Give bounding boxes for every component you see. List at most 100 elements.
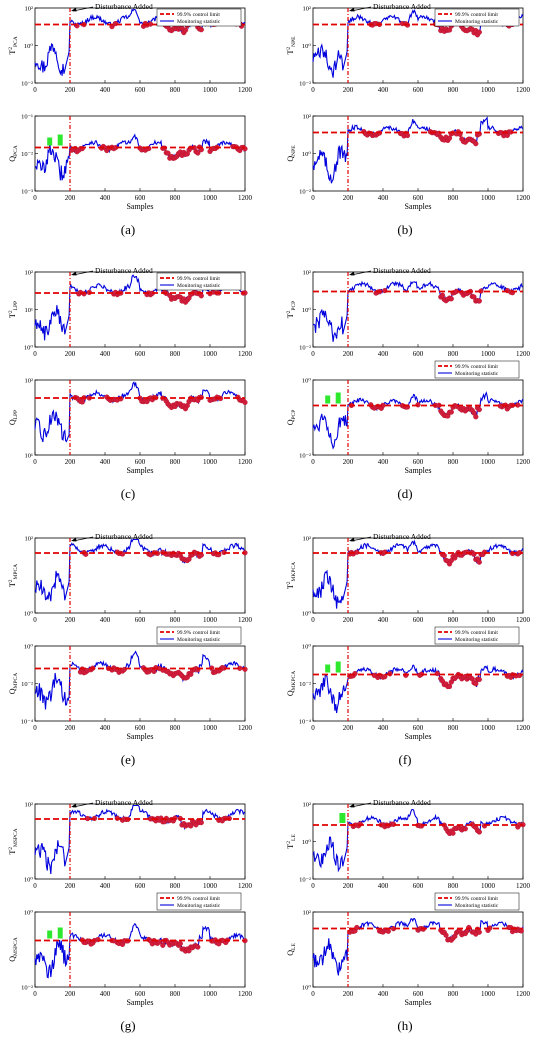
panel-d-t2-ylabel: T2PCP <box>286 301 297 318</box>
panel-h-t2-xtick-label: 800 <box>448 882 459 890</box>
panel-d-q-xtick-label: 0 <box>311 458 315 466</box>
panel-c-t2-annotation-arrowhead <box>71 271 77 276</box>
panel-d-t2-fault-marker <box>448 296 454 302</box>
panel-h-q-xtick-label: 1000 <box>481 990 496 998</box>
panel-b-t2-legend <box>434 8 520 27</box>
panel-g-q-fault-marker <box>160 942 166 948</box>
panel-d-q-false-alarm <box>335 392 341 404</box>
panel-d-t2-ytick-label: 10² <box>303 270 312 277</box>
caption-a: (a) <box>120 222 136 237</box>
panel-h-q-xtick-label: 200 <box>343 990 354 998</box>
panel-f-t2-ytick-label: 10⁰ <box>302 611 312 618</box>
caption-g: (g) <box>120 1018 136 1033</box>
panel-h-q-xtick-label: 800 <box>448 990 459 998</box>
panel-c-t2-legend-limit-text: 99.9% control limit <box>177 276 220 282</box>
panel-f-t2-ylabel: T2MKPCA <box>286 562 297 589</box>
panel-e-t2-frame <box>34 537 246 614</box>
panel-g-q-xtick-label: 1200 <box>238 990 253 998</box>
panel-h-t2-xtick-label: 0 <box>311 882 315 890</box>
panel-g-q-legend-limit-text: 99.9% control limit <box>177 896 220 902</box>
panel-g-q-statistic-line <box>34 923 246 979</box>
panel-c-q-xtick-label: 1200 <box>238 458 253 466</box>
panel-c-t2-legend-stat-text: Monitoring statistic <box>177 283 221 289</box>
panel-g-q-false-alarm <box>47 930 53 939</box>
panel-h-t2-annotation-arrowhead <box>349 803 355 808</box>
panel-g-q-legend <box>156 892 242 911</box>
panel-d-q-ytick-label: 10⁰ <box>302 378 312 385</box>
panel-f-t2-xtick-label: 600 <box>413 616 424 624</box>
panel-e-t2-xtick-label: 800 <box>170 616 181 624</box>
panel-a-q-xtick-label: 1000 <box>203 194 218 202</box>
panel-f-t2-xtick-label: 200 <box>343 616 354 624</box>
panel-h-q-legend-stat-text: Monitoring statistic <box>455 903 499 909</box>
panel-b-q-xtick-label: 0 <box>311 194 315 202</box>
panel-g-t2-xtick-label: 600 <box>135 882 146 890</box>
panel-a-q-ylabel: QPCA <box>8 145 19 162</box>
panel-h-q-legend-limit-text: 99.9% control limit <box>455 896 498 902</box>
panel-g-t2-ytick-label: 10² <box>25 802 34 809</box>
panel-f-q-xtick-label: 600 <box>413 724 424 732</box>
panel-h-t2-ylabel: T2LE <box>286 834 297 849</box>
panel-b-t2-xtick-label: 800 <box>448 86 459 94</box>
panel-e-q-xtick-label: 1200 <box>238 724 253 732</box>
panel-c-q-ytick-label: 10² <box>25 378 34 385</box>
panel-h-q-fault-marker <box>385 928 391 934</box>
panel-f-t2-fault-marker <box>476 559 482 565</box>
panel-a-q-xlabel: Samples <box>126 202 153 211</box>
panel-e: 0 200 400 600 800 1000 1200 10⁰ 10² T2MPCA Disturb… <box>8 532 253 741</box>
panel-e-q-legend-stat-text: Monitoring statistic <box>177 637 221 643</box>
panel-c-t2-xtick-label: 800 <box>170 350 181 358</box>
panel-a-t2-legend-limit-text: 99.9% control limit <box>177 12 220 18</box>
panel-a-t2-legend-stat-text: Monitoring statistic <box>177 19 221 25</box>
panel-e-t2-xtick-label: 0 <box>33 616 37 624</box>
panel-e-q-xtick-label: 1000 <box>203 724 218 732</box>
panel-a-q-xtick-label: 400 <box>100 194 111 202</box>
panel-f-t2-xtick-label: 800 <box>448 616 459 624</box>
panel-a: 0 200 400 600 800 1000 1200 10⁻² 10⁰ 10² T2PCA Dist… <box>8 2 253 211</box>
panel-g-q-frame <box>34 911 246 988</box>
panel-b-q-ytick-label: 10⁰ <box>302 151 312 158</box>
panel-a-t2-fault-marker <box>182 27 189 33</box>
panel-b-q-fault-marker <box>446 135 453 141</box>
panel-c-t2-ytick-label: 10² <box>25 270 34 277</box>
panel-d-q-false-alarm <box>325 395 331 404</box>
panel-b-t2-xtick-label: 600 <box>413 86 424 94</box>
panel-h-q-xtick-label: 600 <box>413 990 424 998</box>
panel-c-q-fault-marker <box>242 399 248 406</box>
panel-b-t2-annotation-label: Disturbance Added <box>373 2 431 11</box>
panel-d-q-xlabel: Samples <box>404 466 431 475</box>
panel-b-t2-fault-marker <box>476 29 482 35</box>
panel-e-t2-xtick-label: 1200 <box>238 616 253 624</box>
panel-b-t2-legend-limit-text: 99.9% control limit <box>455 12 498 18</box>
panel-f-q-frame <box>312 645 524 722</box>
panel-c-q-xtick-label: 0 <box>33 458 37 466</box>
panel-b-t2-xtick-label: 200 <box>343 86 354 94</box>
panel-d-q-legend-stat-text: Monitoring statistic <box>455 371 499 377</box>
panel-f-q-xlabel: Samples <box>404 732 431 741</box>
panel-b-q-fault-marker <box>404 132 411 139</box>
panel-a-t2-xtick-label: 0 <box>33 86 37 94</box>
panel-c-q-xtick-label: 400 <box>100 458 111 466</box>
panel-c-t2-xtick-label: 1000 <box>203 350 218 358</box>
panel-a-t2-xtick-label: 800 <box>170 86 181 94</box>
panel-a-t2-xtick-label: 400 <box>100 86 111 94</box>
panel-b-q-xtick-label: 1200 <box>516 194 531 202</box>
panel-a-q-ytick-label: 10⁻² <box>21 151 33 158</box>
panel-c-t2-xtick-label: 0 <box>33 350 37 358</box>
panel-d-q-fault-marker <box>476 407 482 413</box>
panel-c-t2-annotation-label: Disturbance Added <box>95 266 153 275</box>
panel-d-q-xtick-label: 600 <box>413 458 424 466</box>
panel-g: 0 200 400 600 800 1000 1200 10⁰ 10² T2MSPCA Distur… <box>8 798 253 1007</box>
panel-a-t2-xtick-label: 1200 <box>238 86 253 94</box>
panel-d-q-xtick-label: 1200 <box>516 458 531 466</box>
caption-h: (h) <box>397 1018 413 1033</box>
panel-c-q-xtick-label: 600 <box>135 458 146 466</box>
panel-b-t2-annotation-arrowhead <box>349 7 355 12</box>
panel-c-t2-ytick-label: 10¹ <box>25 307 34 314</box>
panel-c-q-ylabel: QLPP <box>8 410 19 425</box>
panel-d-t2-ytick-label: 10⁻² <box>299 345 311 352</box>
panel-b-q-xtick-label: 600 <box>413 194 424 202</box>
panel-g-t2-xtick-label: 800 <box>170 882 181 890</box>
panel-d-t2-ytick-label: 10⁰ <box>302 307 312 314</box>
panel-g-t2-statistic-line <box>34 804 246 874</box>
